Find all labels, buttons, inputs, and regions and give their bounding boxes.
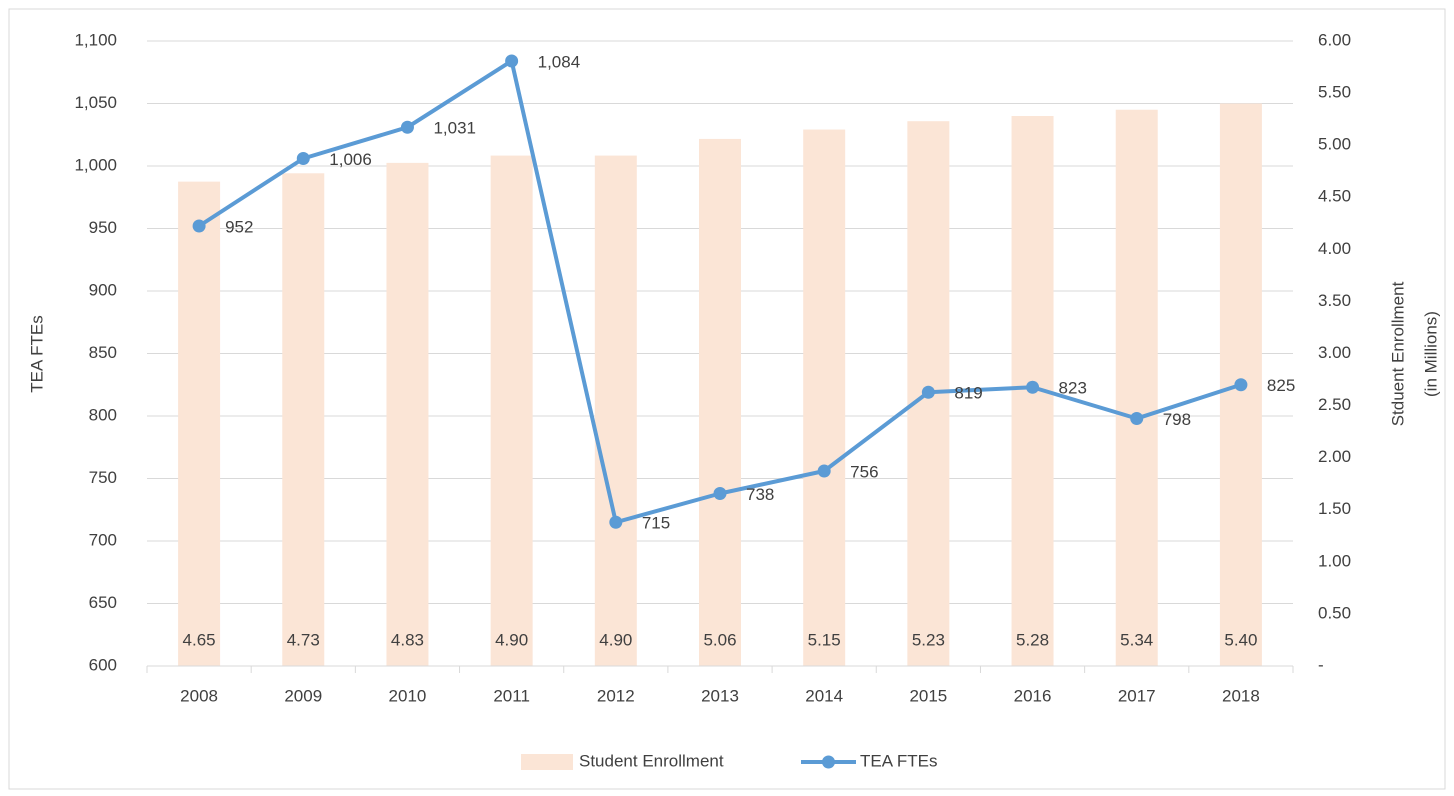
legend-label: Student Enrollment xyxy=(579,751,724,770)
bar-value-label: 4.83 xyxy=(391,630,424,649)
x-tick-label: 2010 xyxy=(389,686,427,705)
x-tick-label: 2013 xyxy=(701,686,739,705)
line-value-label: 1,006 xyxy=(329,150,372,169)
bar xyxy=(699,138,741,666)
legend-swatch xyxy=(521,754,573,770)
line-value-label: 756 xyxy=(850,462,878,481)
legend-marker xyxy=(822,755,835,769)
line-value-label: 819 xyxy=(954,384,982,403)
y-axis-title: TEA FTEs xyxy=(27,315,46,392)
y-tick-label: 1,000 xyxy=(74,155,117,174)
line-value-label: 1,031 xyxy=(433,119,476,138)
y-tick-label: 650 xyxy=(89,593,117,612)
bar xyxy=(1115,109,1158,666)
line-value-label: 715 xyxy=(642,514,670,533)
y2-tick-label: 5.50 xyxy=(1318,83,1351,102)
bar xyxy=(490,155,533,667)
y-tick-label: 1,050 xyxy=(74,93,117,112)
line-marker xyxy=(609,515,623,529)
line-marker xyxy=(817,464,831,478)
x-tick-label: 2017 xyxy=(1118,686,1156,705)
x-tick-label: 2018 xyxy=(1222,686,1260,705)
y2-tick-label: 4.00 xyxy=(1318,239,1351,258)
line-marker xyxy=(505,54,519,68)
bar-value-label: 5.15 xyxy=(808,630,841,649)
y2-tick-label: 6.00 xyxy=(1318,30,1351,49)
y-tick-label: 900 xyxy=(89,280,117,299)
y-tick-label: 1,100 xyxy=(74,30,117,49)
y2-axis-title: (in Millions) xyxy=(1421,311,1440,397)
y2-axis-title: Stduent Enrollment xyxy=(1388,281,1407,426)
line-marker xyxy=(921,385,935,399)
y-tick-label: 750 xyxy=(89,468,117,487)
y-tick-label: 600 xyxy=(89,655,117,674)
y2-tick-label: 3.50 xyxy=(1318,291,1351,310)
line-marker xyxy=(1026,380,1040,394)
y2-tick-label: 2.50 xyxy=(1318,395,1351,414)
line-marker xyxy=(400,120,414,134)
y2-tick-label: 1.00 xyxy=(1318,551,1351,570)
bar-value-label: 5.06 xyxy=(703,630,736,649)
x-tick-label: 2014 xyxy=(805,686,843,705)
x-tick-label: 2011 xyxy=(493,686,530,705)
y2-tick-label: 4.50 xyxy=(1318,187,1351,206)
y-tick-label: 700 xyxy=(89,530,117,549)
x-tick-label: 2015 xyxy=(909,686,947,705)
x-tick-label: 2008 xyxy=(180,686,218,705)
y2-tick-label: 1.50 xyxy=(1318,499,1351,518)
y2-tick-label: 3.00 xyxy=(1318,343,1351,362)
x-tick-label: 2016 xyxy=(1014,686,1052,705)
legend-label: TEA FTEs xyxy=(860,751,937,770)
line-value-label: 823 xyxy=(1059,379,1087,398)
y2-tick-label: 5.00 xyxy=(1318,135,1351,154)
line-value-label: 1,084 xyxy=(538,52,581,71)
bar xyxy=(803,129,846,666)
y2-tick-label: 2.00 xyxy=(1318,447,1351,466)
bar-value-label: 4.90 xyxy=(495,630,528,649)
bar-value-label: 4.65 xyxy=(183,630,216,649)
y-tick-label: 850 xyxy=(89,343,117,362)
line-marker xyxy=(713,487,727,500)
x-tick-label: 2009 xyxy=(284,686,322,705)
bar xyxy=(594,155,637,667)
bar xyxy=(178,181,221,666)
line-marker xyxy=(1234,378,1248,392)
bar-value-label: 4.73 xyxy=(287,630,320,649)
y2-tick-label: - xyxy=(1318,655,1324,674)
y2-tick-label: 0.50 xyxy=(1318,603,1351,622)
line-value-label: 952 xyxy=(225,217,253,236)
bar xyxy=(386,162,429,666)
line-marker xyxy=(296,152,310,165)
bar-value-label: 5.23 xyxy=(912,630,945,649)
x-tick-label: 2012 xyxy=(597,686,635,705)
y-tick-label: 800 xyxy=(89,405,117,424)
bar xyxy=(282,173,325,666)
bar-value-label: 5.34 xyxy=(1120,630,1153,649)
y-tick-label: 950 xyxy=(89,218,117,237)
bar-value-label: 5.40 xyxy=(1224,630,1257,649)
line-marker xyxy=(192,219,206,233)
line-value-label: 738 xyxy=(746,485,774,504)
bar-value-label: 5.28 xyxy=(1016,630,1049,649)
line-marker xyxy=(1130,412,1144,425)
line-value-label: 798 xyxy=(1163,410,1191,429)
bar-value-label: 4.90 xyxy=(599,630,632,649)
line-value-label: 825 xyxy=(1267,376,1295,395)
